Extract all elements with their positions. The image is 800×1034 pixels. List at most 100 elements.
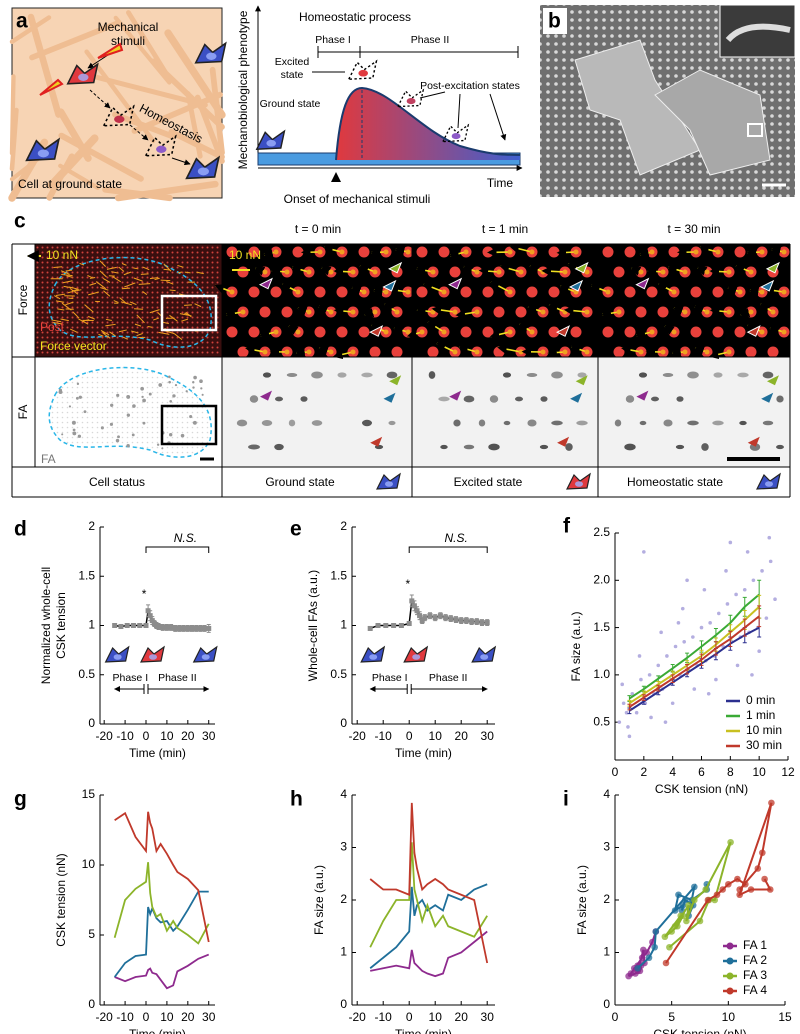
- marker: [112, 623, 118, 628]
- fa-spot: [440, 444, 448, 450]
- x-tick-label: -20: [96, 729, 114, 743]
- arrowhead: [568, 279, 584, 292]
- fa-dot: [72, 431, 77, 436]
- marker: [761, 875, 768, 883]
- post: [336, 326, 348, 338]
- marker: [652, 928, 660, 935]
- nucleus: [385, 481, 393, 487]
- marker: [422, 615, 428, 621]
- arrowhead: [575, 375, 588, 386]
- force-vector: [101, 331, 106, 335]
- force-vector: [332, 349, 354, 360]
- nucleus: [206, 52, 217, 60]
- point: [714, 677, 718, 682]
- fa-spot: [577, 372, 587, 378]
- marker: [675, 891, 682, 899]
- post-center: [671, 289, 677, 295]
- force-vector: [136, 333, 143, 337]
- fa-spot: [675, 444, 685, 450]
- fa-spot: [540, 396, 548, 402]
- error-bar: [757, 605, 762, 628]
- post-center: [452, 309, 458, 315]
- fa-spot: [701, 443, 709, 451]
- point: [745, 550, 750, 554]
- phase-label: Phase I: [372, 672, 408, 684]
- force-vector: [358, 264, 376, 274]
- force-vector: [163, 263, 172, 272]
- text: Post-excitation states: [420, 80, 520, 92]
- fa-dot: [115, 438, 120, 443]
- marker: [156, 623, 162, 629]
- fa-dot: [131, 433, 135, 437]
- post-center: [737, 289, 743, 295]
- force-vector: [709, 306, 730, 316]
- force-vector: [548, 303, 566, 313]
- marker: [742, 880, 749, 888]
- marker: [691, 896, 698, 904]
- series-line: [628, 606, 760, 705]
- marker: [677, 912, 685, 920]
- post: [248, 246, 260, 258]
- text: Cell at ground state: [18, 177, 122, 191]
- post-center: [605, 289, 611, 295]
- x-tick-label: -20: [349, 1010, 367, 1024]
- point: [639, 677, 643, 682]
- force-image: [222, 244, 412, 357]
- force-vector: [154, 277, 160, 281]
- force-vector: [177, 271, 183, 274]
- y-tick-label: 1.5: [593, 620, 610, 634]
- force-vector: [708, 349, 730, 360]
- post: [624, 326, 636, 338]
- post-center: [726, 309, 732, 315]
- force-vector: [489, 329, 511, 340]
- significance: *: [142, 587, 147, 601]
- series-line: [369, 842, 488, 948]
- stimulus: [39, 42, 124, 96]
- fa-spot: [576, 420, 588, 426]
- post-center: [262, 269, 268, 275]
- marker: [419, 618, 425, 624]
- marker: [736, 891, 743, 899]
- text: Phase I: [315, 34, 351, 46]
- force-vector: [281, 283, 299, 293]
- series-line: [369, 883, 488, 969]
- post-center: [441, 329, 447, 335]
- force-vector: [169, 289, 176, 292]
- fa-dot: [161, 447, 164, 450]
- marker: [367, 625, 373, 631]
- status-label: Excited state: [454, 475, 523, 489]
- force-vector: [185, 311, 192, 318]
- post-center: [452, 349, 458, 355]
- point: [750, 673, 754, 677]
- force-vector: [184, 271, 191, 274]
- row-header: FA: [16, 405, 30, 420]
- marker: [734, 875, 741, 883]
- arrowhead: [746, 325, 761, 337]
- legend-label: FA 2: [743, 953, 767, 967]
- series-line: [113, 862, 210, 945]
- marker: [627, 970, 635, 977]
- fa-spot: [762, 420, 774, 426]
- post-center: [649, 329, 655, 335]
- fa-dot: [83, 410, 87, 414]
- marker: [331, 172, 341, 182]
- force-vector: [181, 318, 189, 322]
- point: [621, 701, 626, 706]
- force-vector: [245, 345, 266, 355]
- legend-label: Post: [40, 320, 65, 334]
- post: [548, 286, 560, 298]
- fa-spot: [478, 419, 486, 427]
- fa-spot: [614, 419, 622, 427]
- marker: [432, 615, 438, 621]
- post: [767, 346, 779, 358]
- post: [226, 246, 238, 258]
- marker: [747, 886, 755, 893]
- force-vector: [133, 277, 143, 282]
- force-vector: [65, 301, 74, 306]
- post: [438, 246, 450, 258]
- x-tick-label: 15: [778, 1010, 792, 1024]
- fiber: [194, 94, 225, 164]
- force-vector: [103, 290, 111, 297]
- point: [708, 621, 712, 625]
- fa-spot: [625, 395, 635, 403]
